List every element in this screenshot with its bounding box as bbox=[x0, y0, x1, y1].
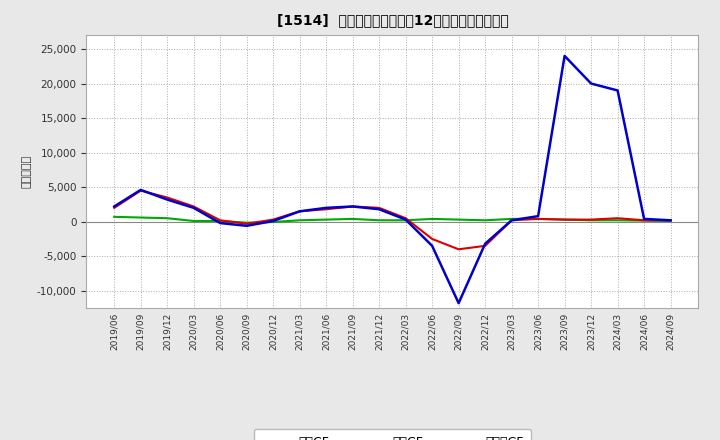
投資CF bbox=[295, 218, 304, 223]
フリーCF bbox=[401, 217, 410, 222]
フリーCF bbox=[110, 204, 119, 209]
営業CF bbox=[216, 218, 225, 223]
投資CF bbox=[428, 216, 436, 222]
Title: [1514]  キャッシュフローの12か月移動合計の推移: [1514] キャッシュフローの12か月移動合計の推移 bbox=[276, 13, 508, 27]
営業CF bbox=[428, 236, 436, 242]
営業CF bbox=[481, 243, 490, 249]
投資CF bbox=[163, 216, 171, 221]
Y-axis label: （百万円）: （百万円） bbox=[22, 155, 32, 188]
投資CF bbox=[110, 214, 119, 220]
投資CF bbox=[322, 217, 330, 222]
営業CF bbox=[454, 247, 463, 252]
営業CF bbox=[401, 216, 410, 221]
フリーCF bbox=[640, 216, 649, 222]
投資CF bbox=[136, 215, 145, 220]
営業CF bbox=[508, 218, 516, 223]
投資CF bbox=[508, 216, 516, 222]
フリーCF bbox=[481, 241, 490, 246]
投資CF bbox=[481, 218, 490, 223]
フリーCF bbox=[189, 205, 198, 210]
営業CF bbox=[110, 205, 119, 210]
営業CF bbox=[243, 221, 251, 227]
営業CF bbox=[587, 217, 595, 222]
フリーCF bbox=[587, 81, 595, 86]
投資CF bbox=[348, 216, 357, 222]
営業CF bbox=[560, 217, 569, 222]
投資CF bbox=[401, 218, 410, 223]
投資CF bbox=[375, 218, 384, 223]
投資CF bbox=[666, 218, 675, 224]
フリーCF bbox=[322, 205, 330, 210]
Legend: 投資CF, 営業CF, フリーCF: 投資CF, 営業CF, フリーCF bbox=[253, 429, 531, 440]
フリーCF bbox=[375, 207, 384, 212]
営業CF bbox=[269, 217, 277, 222]
営業CF bbox=[163, 195, 171, 200]
フリーCF bbox=[136, 187, 145, 193]
投資CF bbox=[560, 217, 569, 222]
営業CF bbox=[189, 204, 198, 209]
フリーCF bbox=[454, 301, 463, 306]
営業CF bbox=[348, 204, 357, 209]
投資CF bbox=[243, 220, 251, 225]
フリーCF bbox=[216, 220, 225, 226]
フリーCF bbox=[613, 88, 622, 93]
投資CF bbox=[216, 218, 225, 224]
フリーCF bbox=[295, 209, 304, 214]
投資CF bbox=[534, 216, 542, 222]
営業CF bbox=[534, 216, 542, 222]
営業CF bbox=[136, 188, 145, 193]
営業CF bbox=[640, 218, 649, 223]
営業CF bbox=[322, 207, 330, 212]
投資CF bbox=[269, 220, 277, 225]
フリーCF bbox=[163, 197, 171, 202]
営業CF bbox=[666, 218, 675, 223]
フリーCF bbox=[243, 223, 251, 228]
投資CF bbox=[189, 218, 198, 224]
フリーCF bbox=[666, 218, 675, 223]
フリーCF bbox=[348, 204, 357, 209]
投資CF bbox=[454, 217, 463, 222]
Line: 投資CF: 投資CF bbox=[114, 217, 670, 223]
Line: 営業CF: 営業CF bbox=[114, 191, 670, 249]
フリーCF bbox=[508, 218, 516, 223]
フリーCF bbox=[269, 218, 277, 224]
営業CF bbox=[613, 216, 622, 221]
投資CF bbox=[587, 218, 595, 223]
営業CF bbox=[295, 209, 304, 214]
投資CF bbox=[613, 218, 622, 223]
フリーCF bbox=[428, 243, 436, 249]
フリーCF bbox=[560, 53, 569, 59]
フリーCF bbox=[534, 213, 542, 219]
Line: フリーCF: フリーCF bbox=[114, 56, 670, 303]
投資CF bbox=[640, 218, 649, 223]
営業CF bbox=[375, 205, 384, 210]
